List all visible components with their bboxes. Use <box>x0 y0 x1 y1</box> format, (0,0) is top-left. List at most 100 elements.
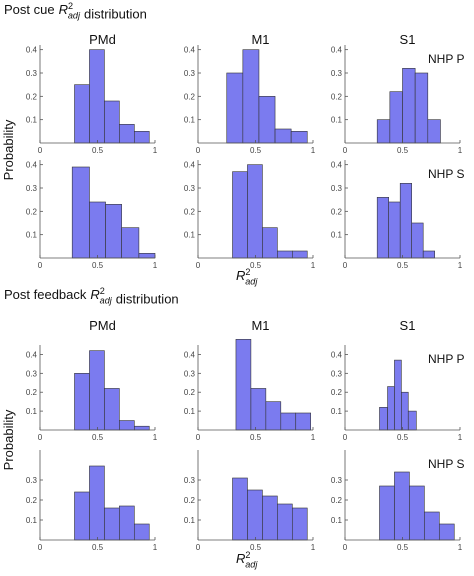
bar <box>394 359 402 431</box>
bar <box>438 523 455 541</box>
row-label: NHP S <box>428 457 464 471</box>
y-tick-label: 0.1 <box>26 516 38 525</box>
y-tick-label: 0.3 <box>331 184 343 193</box>
y-tick-label: 0.1 <box>331 116 343 125</box>
y-tick-label: 0.4 <box>26 46 38 55</box>
math-sub: adj <box>245 560 258 570</box>
bar <box>422 250 436 259</box>
section-title: Post cue R2 adj distribution <box>4 1 147 22</box>
bar <box>409 485 425 541</box>
x-tick-label: 1 <box>153 146 158 155</box>
bar <box>387 386 395 431</box>
y-tick-label: 0.2 <box>331 92 343 101</box>
x-tick-label: 0.5 <box>92 261 104 270</box>
section-title: Post feedback R2 adj distribution <box>4 286 179 307</box>
x-axis-label: R2 adj <box>236 550 258 570</box>
math-sup: 2 <box>245 267 250 277</box>
row-label: NHP P <box>428 352 464 366</box>
math-sup: 2 <box>245 550 250 560</box>
y-tick-label: 0.3 <box>26 184 38 193</box>
title-lead: Post cue <box>4 2 55 17</box>
bar <box>295 412 311 431</box>
y-tick-label: 0.1 <box>26 231 38 240</box>
x-tick-label: 0 <box>196 433 201 442</box>
x-tick-label: 0 <box>343 146 348 155</box>
y-tick-label: 0.1 <box>331 231 343 240</box>
y-tick-label: 0.3 <box>184 476 196 485</box>
x-tick-label: 1 <box>311 261 316 270</box>
x-tick-label: 0.5 <box>397 543 409 552</box>
y-tick-label: 0.3 <box>331 69 343 78</box>
x-tick-label: 1 <box>458 146 463 155</box>
y-tick-label: 0.2 <box>184 496 196 505</box>
y-tick-label: 0.1 <box>331 516 343 525</box>
bar <box>401 391 409 431</box>
x-tick-label: 0.5 <box>397 433 409 442</box>
y-tick-label: 0.4 <box>331 46 343 55</box>
y-tick-label: 0.4 <box>331 350 343 359</box>
bar <box>247 489 263 541</box>
x-tick-label: 0 <box>196 146 201 155</box>
math-base: R <box>59 2 68 17</box>
y-tick-label: 0.1 <box>26 407 38 416</box>
bar <box>89 350 105 431</box>
x-tick-label: 1 <box>153 543 158 552</box>
bar <box>74 84 90 144</box>
bar <box>411 222 424 259</box>
y-tick-label: 0.2 <box>26 207 38 216</box>
x-tick-label: 1 <box>458 543 463 552</box>
bar <box>74 373 90 431</box>
x-tick-label: 0.5 <box>92 146 104 155</box>
math-base: R <box>236 268 245 283</box>
y-axis-label: Probability <box>1 119 16 180</box>
y-tick-label: 0.2 <box>331 388 343 397</box>
column-label: PMd <box>89 318 116 333</box>
bar <box>134 523 150 541</box>
x-axis-label: R2 adj <box>236 267 258 287</box>
bar <box>232 477 248 541</box>
math-sub: adj <box>245 277 258 287</box>
y-tick-label: 0.1 <box>184 407 196 416</box>
bar <box>104 100 120 144</box>
y-tick-label: 0.3 <box>184 69 196 78</box>
x-tick-label: 0 <box>38 543 43 552</box>
y-tick-label: 0.3 <box>184 184 196 193</box>
math-sub: adj <box>100 296 113 306</box>
bar <box>138 253 156 259</box>
bar <box>104 507 120 541</box>
x-tick-label: 1 <box>153 261 158 270</box>
bar <box>424 511 440 541</box>
bar <box>121 227 140 259</box>
y-tick-label: 0.2 <box>184 207 196 216</box>
y-tick-label: 0.4 <box>184 161 196 170</box>
y-tick-label: 0.3 <box>184 369 196 378</box>
bar <box>399 183 413 259</box>
y-tick-label: 0.4 <box>184 350 196 359</box>
bar <box>376 197 390 259</box>
title-lead: Post feedback <box>4 287 87 302</box>
x-tick-label: 1 <box>311 146 316 155</box>
bar <box>262 495 278 541</box>
column-label: PMd <box>89 32 116 47</box>
x-tick-label: 0.5 <box>250 146 262 155</box>
math-base: R <box>90 287 99 302</box>
x-tick-label: 0 <box>38 433 43 442</box>
y-tick-label: 0.1 <box>184 116 196 125</box>
x-tick-label: 0.5 <box>92 433 104 442</box>
y-tick-label: 0.1 <box>184 516 196 525</box>
bar <box>119 505 135 541</box>
x-tick-label: 0.5 <box>250 261 262 270</box>
y-tick-label: 0.4 <box>331 161 343 170</box>
x-tick-label: 0.5 <box>250 433 262 442</box>
y-tick-label: 0.1 <box>184 231 196 240</box>
math-sup: 2 <box>100 286 105 296</box>
y-tick-label: 0.2 <box>26 388 38 397</box>
bar <box>104 388 120 431</box>
bar <box>262 227 278 259</box>
y-tick-label: 0.2 <box>184 388 196 397</box>
row-label: NHP S <box>428 167 464 181</box>
bar <box>119 124 135 144</box>
x-tick-label: 0 <box>38 146 43 155</box>
row-label: NHP P <box>428 52 464 66</box>
x-tick-label: 1 <box>153 433 158 442</box>
